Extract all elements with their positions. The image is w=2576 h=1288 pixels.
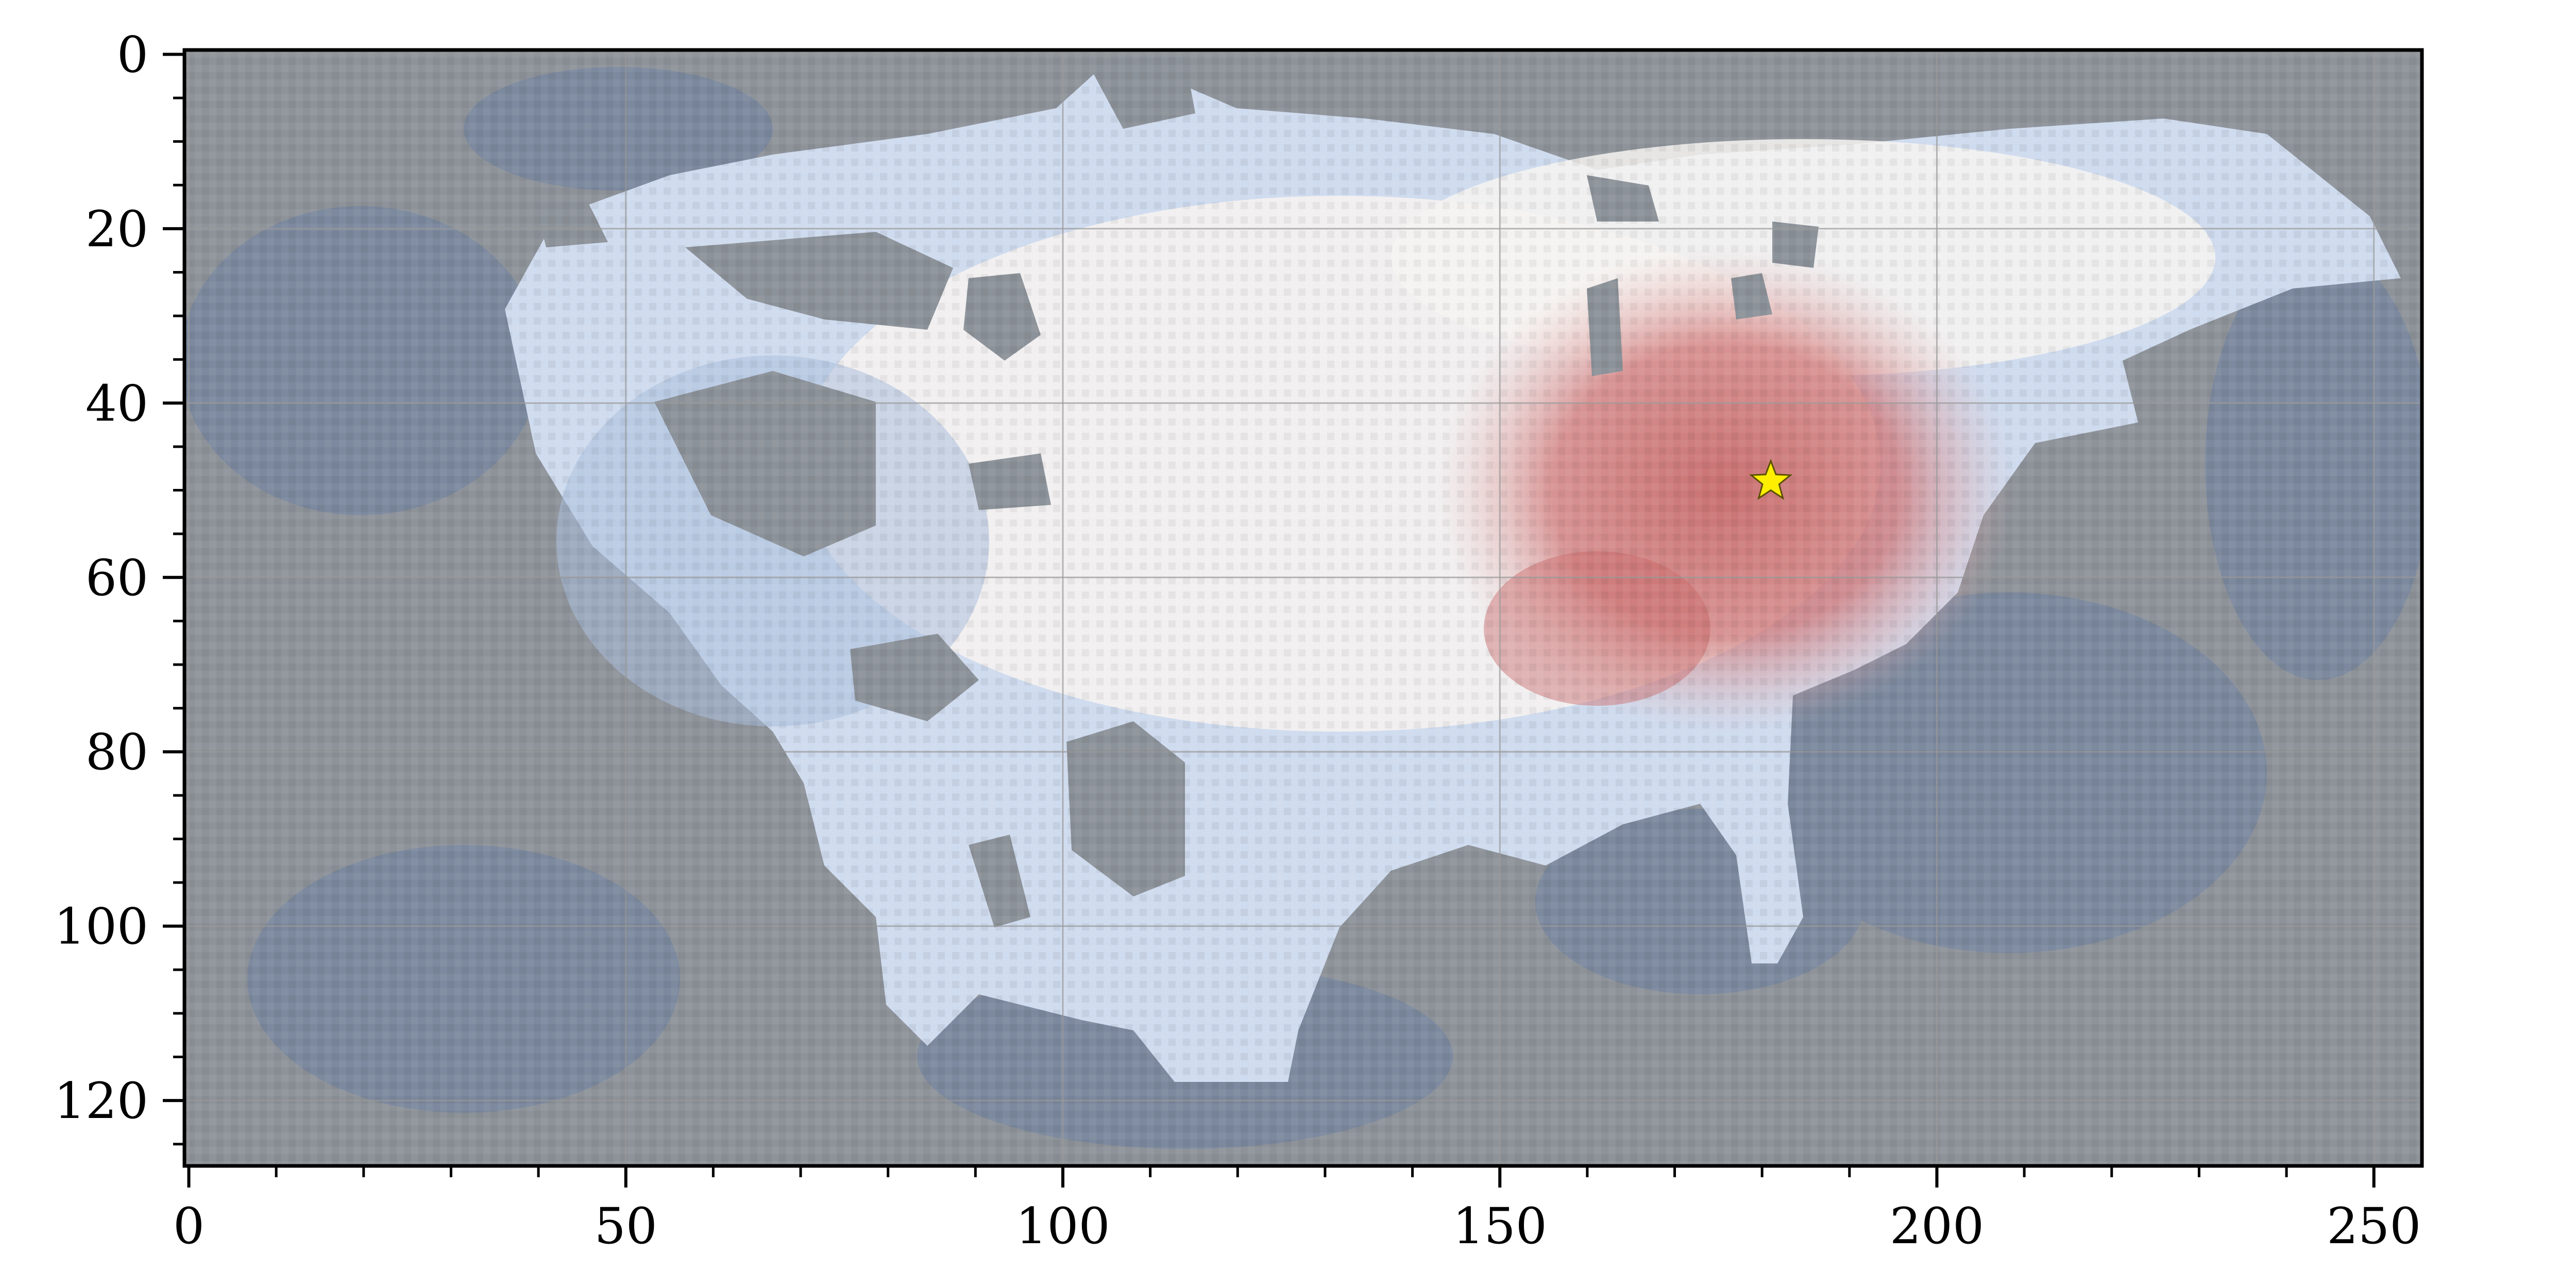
y-tick-label: 40 — [86, 375, 148, 432]
marker-layer — [1749, 459, 1793, 500]
x-tick-label: 0 — [173, 1197, 205, 1255]
heatmap-plot-area — [184, 50, 2422, 1166]
x-tick-label: 200 — [1890, 1197, 1984, 1255]
y-tick-label: 20 — [86, 200, 148, 258]
x-tick-label: 50 — [595, 1197, 657, 1255]
x-tick-label: 250 — [2327, 1197, 2421, 1255]
texture-overlay — [184, 50, 2422, 1166]
y-tick-label: 100 — [54, 898, 148, 956]
y-tick-label: 120 — [54, 1072, 148, 1130]
y-tick-label: 0 — [117, 26, 148, 83]
y-tick-label: 80 — [86, 723, 148, 781]
x-tick-label: 100 — [1015, 1197, 1110, 1255]
star-marker — [1749, 459, 1793, 500]
grid-lines — [184, 50, 2422, 1166]
y-axis: 0 20 40 60 80 100 120 — [54, 26, 184, 1146]
x-axis: 0 50 100 150 200 250 — [173, 1166, 2421, 1255]
y-tick-label: 60 — [86, 549, 148, 607]
x-tick-label: 150 — [1453, 1197, 1547, 1255]
plot-frame — [182, 48, 2424, 1168]
